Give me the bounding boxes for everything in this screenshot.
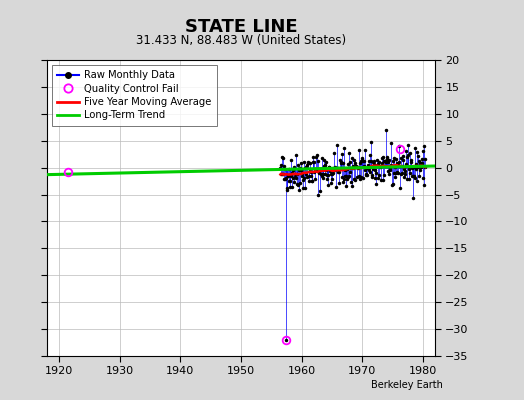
- Text: 31.433 N, 88.483 W (United States): 31.433 N, 88.483 W (United States): [136, 34, 346, 47]
- Legend: Raw Monthly Data, Quality Control Fail, Five Year Moving Average, Long-Term Tren: Raw Monthly Data, Quality Control Fail, …: [52, 65, 216, 126]
- Text: Berkeley Earth: Berkeley Earth: [371, 380, 443, 390]
- Text: STATE LINE: STATE LINE: [185, 18, 297, 36]
